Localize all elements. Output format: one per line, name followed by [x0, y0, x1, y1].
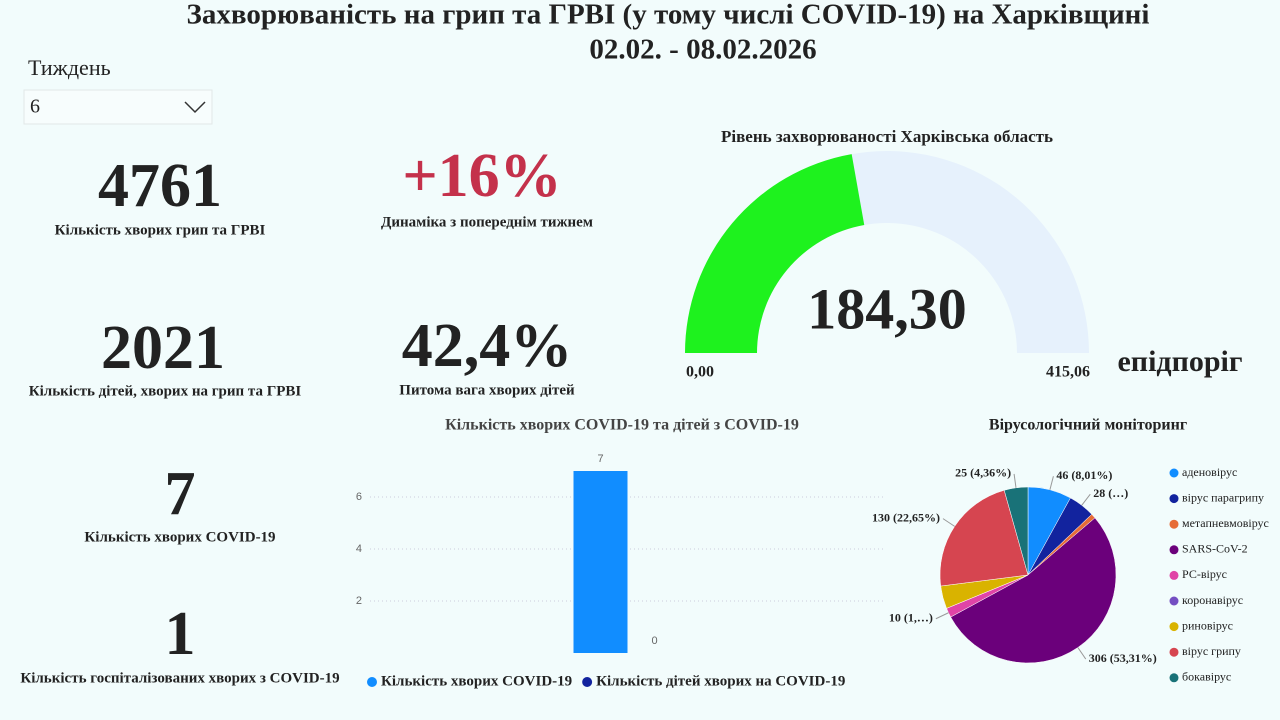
- kpi-value: 7: [165, 460, 196, 528]
- pie-value-label: 306 (53,31%): [1089, 651, 1157, 665]
- legend-marker: [1169, 622, 1179, 632]
- kpi-value: 1: [165, 600, 196, 668]
- kpi-value: 2021: [101, 314, 225, 382]
- legend-label: Кількість хворих COVID-19: [381, 673, 572, 689]
- bar-title: Кількість хворих COVID-19 та дітей з COV…: [445, 417, 799, 434]
- leader-line: [935, 612, 949, 620]
- legend-marker: [1169, 494, 1179, 504]
- pie-value-label: 46 (8,01%): [1056, 468, 1112, 482]
- pie-slice: [950, 517, 1117, 664]
- leader-line: [1077, 647, 1087, 660]
- gauge-value: [685, 154, 865, 353]
- legend-label: коронавірус: [1182, 593, 1243, 607]
- legend-marker: [367, 677, 377, 687]
- kpi-label: Кількість хворих COVID-19: [84, 529, 275, 545]
- y-tick-label: 2: [356, 595, 362, 607]
- pie-value-label: 28 (…): [1093, 486, 1128, 500]
- kpi-value: 4761: [98, 152, 222, 220]
- legend-label: вірус грипу: [1182, 644, 1241, 658]
- gauge-tick-label: 0,00: [686, 364, 714, 381]
- filter-label: Тиждень: [28, 55, 111, 80]
- legend-marker: [1169, 570, 1179, 580]
- gauge-value-label: 184,30: [807, 276, 967, 341]
- kpi-label: Динаміка з попереднім тижнем: [381, 214, 593, 230]
- title: Захворюваність на грип та ГРВІ (у тому ч…: [187, 0, 1150, 31]
- leader-line: [942, 518, 955, 527]
- kpi-label: Питома вага хворих дітей: [399, 382, 575, 398]
- legend-marker: [1169, 673, 1179, 683]
- legend-label: метапневмовірус: [1182, 516, 1269, 530]
- pie-title: Вірусологічний моніторинг: [989, 417, 1187, 434]
- kpi-value: +16%: [402, 142, 561, 210]
- legend-marker: [1169, 545, 1179, 555]
- bar-value-label: 7: [597, 453, 603, 465]
- leader-line: [1013, 473, 1017, 488]
- pie-value-label: 25 (4,36%): [955, 466, 1011, 480]
- bar-value-label: 0: [651, 635, 657, 647]
- legend-label: РС-вірус: [1182, 567, 1227, 581]
- legend-marker: [1169, 519, 1179, 529]
- legend-marker: [1169, 647, 1179, 657]
- pie-value-label: 10 (1,…): [889, 611, 933, 625]
- legend-label: бокавірус: [1182, 670, 1231, 684]
- subtitle: 02.02. - 08.02.2026: [589, 34, 816, 66]
- y-tick-label: 6: [356, 491, 362, 503]
- kpi-label: Кількість хворих грип та ГРВІ: [55, 222, 266, 238]
- dropdown-chevron[interactable]: [184, 101, 206, 114]
- pie-value-label: 130 (22,65%): [872, 510, 940, 524]
- legend-marker: [582, 677, 593, 687]
- legend-label: Кількість дітей хворих на COVID-19: [596, 673, 845, 689]
- filter-dropdown[interactable]: [23, 89, 213, 125]
- filter-value: 6: [30, 96, 40, 118]
- legend-marker: [1169, 468, 1179, 478]
- pie-slice: [939, 489, 1029, 587]
- legend-label: аденовірус: [1182, 465, 1237, 479]
- leader-line: [1049, 476, 1054, 490]
- gauge-title: Рівень захворюваності Харківська область: [721, 127, 1053, 146]
- gauge-annotation: епідпоріг: [1117, 345, 1242, 378]
- kpi-value: 42,4%: [402, 312, 573, 380]
- gauge-tick-label: 415,06: [1046, 364, 1090, 381]
- kpi-label: Кількість дітей, хворих на грип та ГРВІ: [29, 383, 302, 399]
- legend-label: риновірус: [1182, 618, 1233, 632]
- legend-marker: [1169, 596, 1179, 606]
- kpi-label: Кількість госпіталізованих хворих з COVI…: [20, 670, 339, 686]
- bar: [573, 471, 628, 653]
- y-tick-label: 4: [356, 543, 362, 555]
- leader-line: [1081, 493, 1091, 506]
- legend-label: SARS-CoV-2: [1182, 542, 1248, 556]
- legend-label: вірус парагрипу: [1182, 490, 1264, 504]
